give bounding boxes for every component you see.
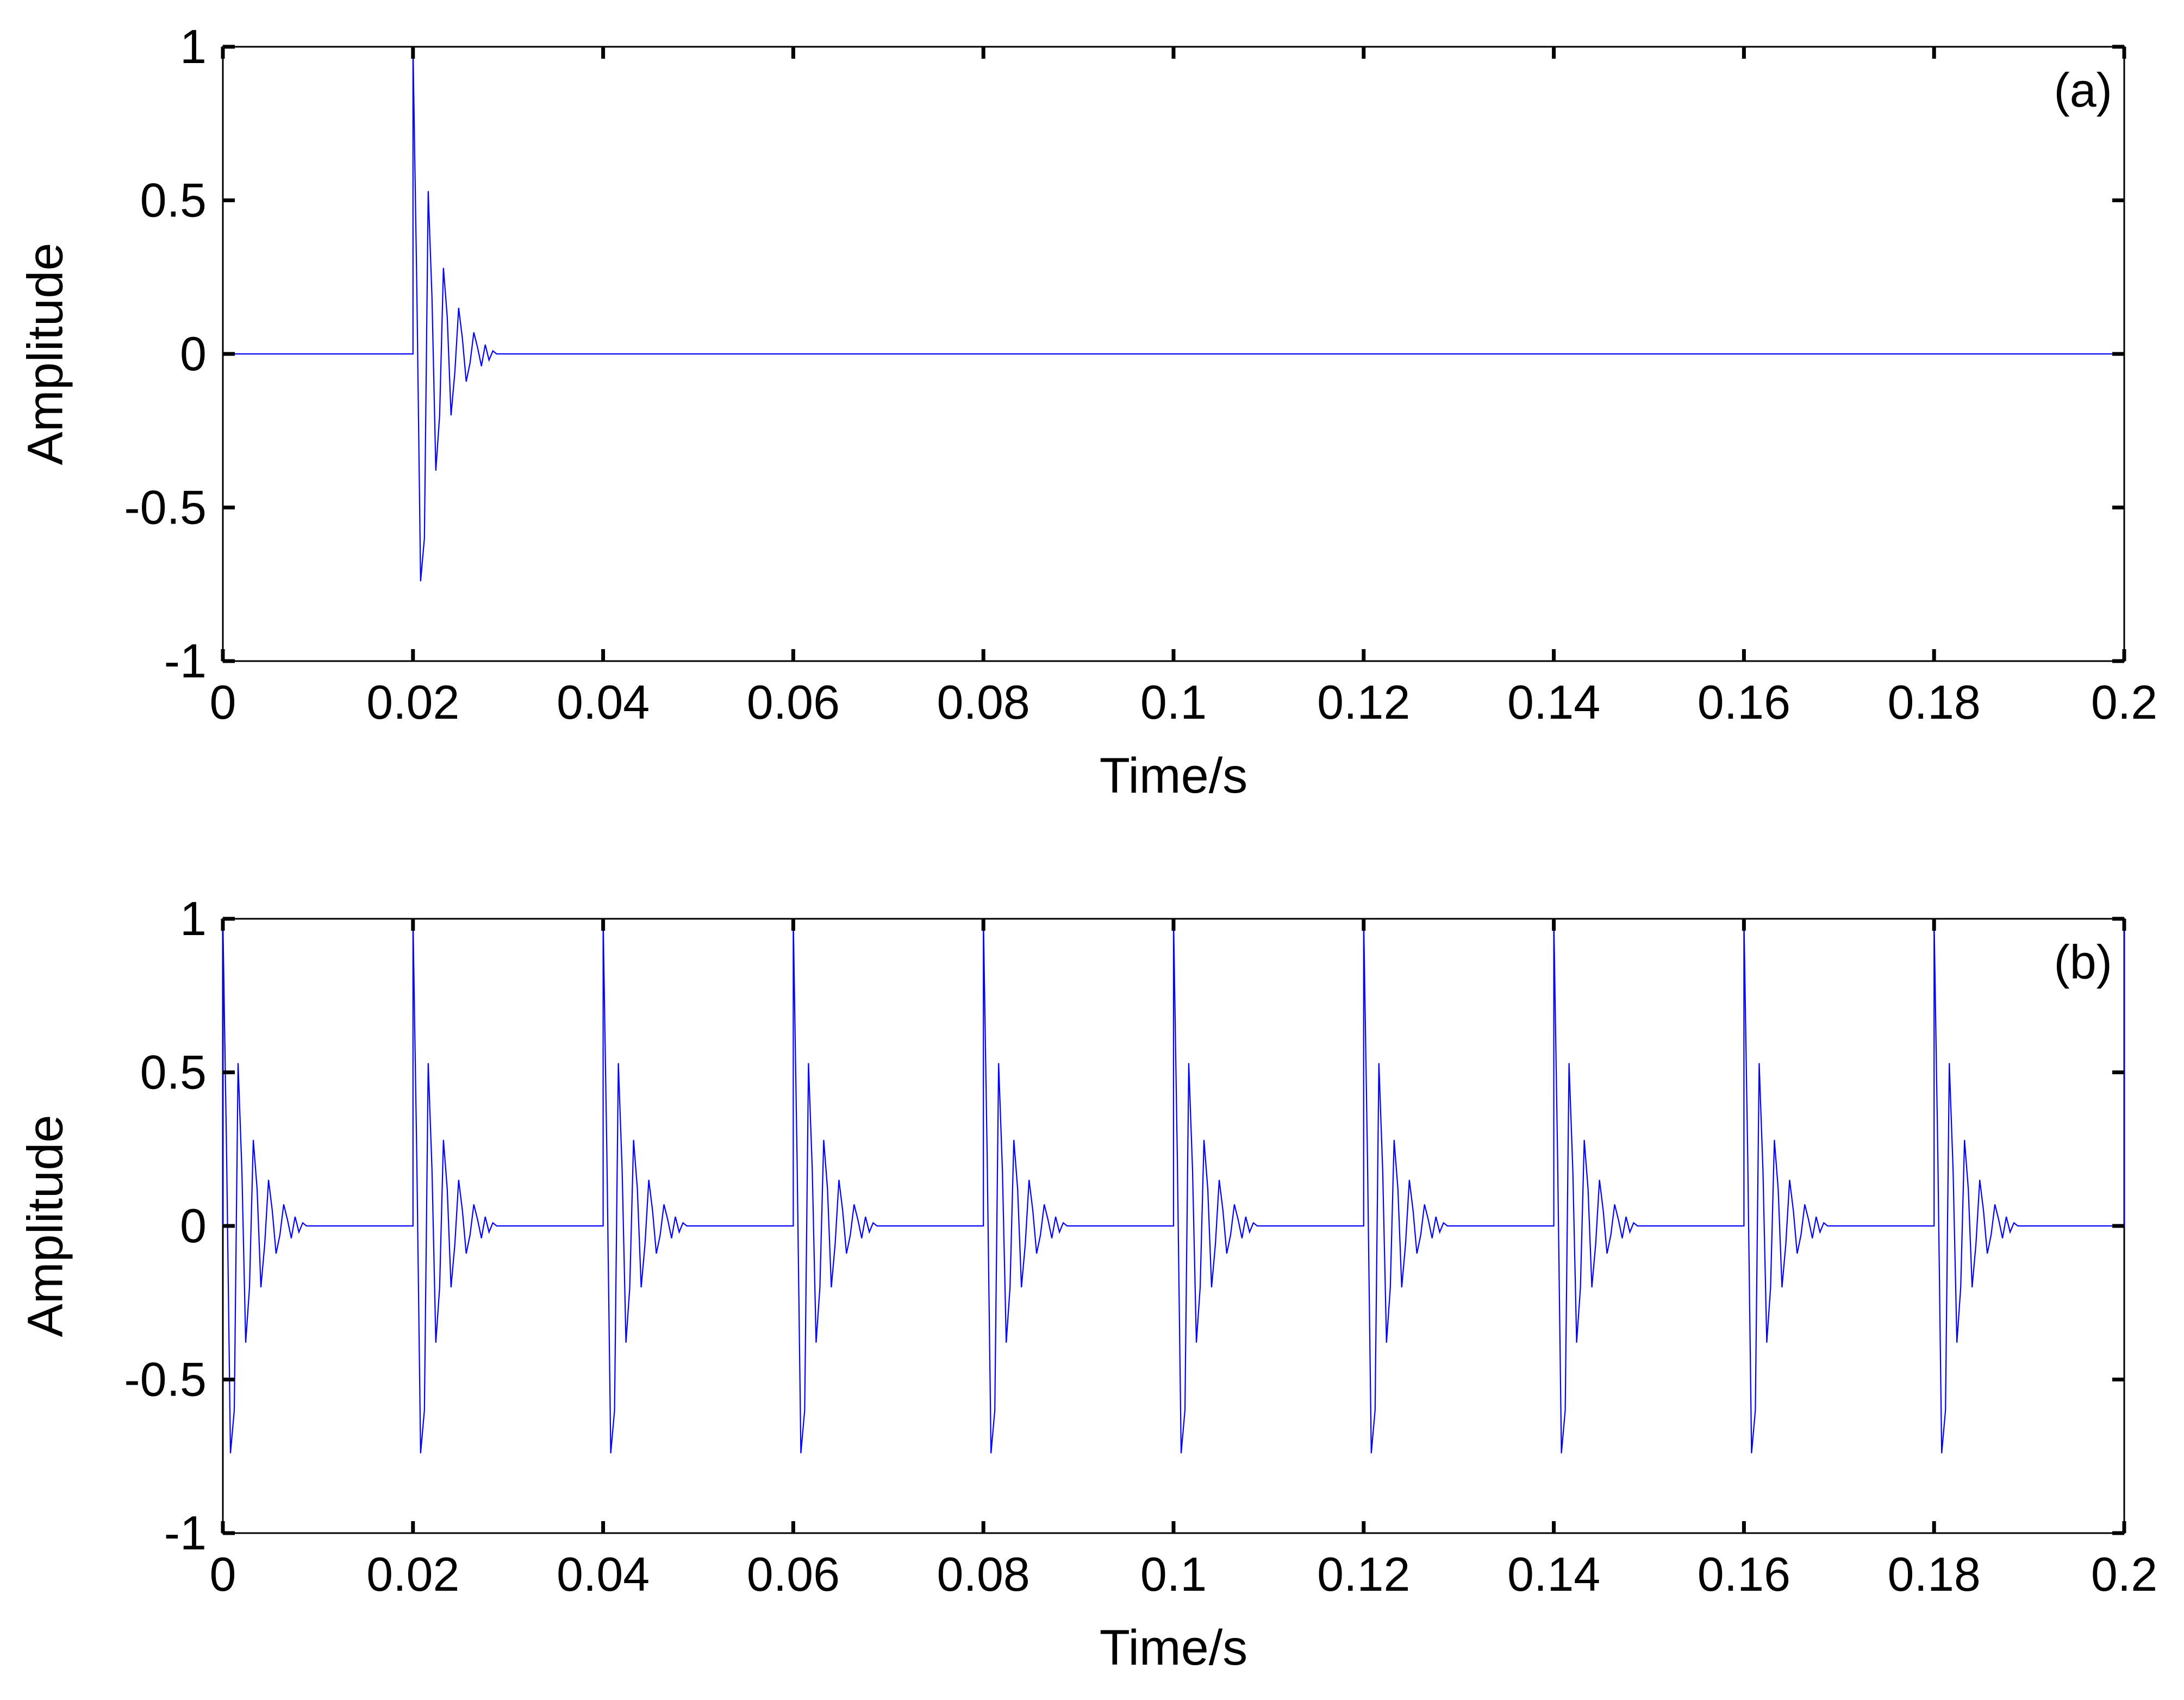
panel-a-ytick-label: -0.5 (124, 481, 207, 534)
panel-b-xtick-label: 0.04 (557, 1547, 650, 1601)
panel-a-ytick-label: 0 (180, 327, 207, 381)
panel-a-xtick-label: 0.02 (366, 675, 459, 729)
panel-a-x-axis-label: Time/s (1100, 748, 1248, 804)
panel-b-panel-label: (b) (2054, 935, 2112, 989)
panel-b-xtick-label: 0.18 (1888, 1547, 1981, 1601)
panel-a-xtick-label: 0.16 (1698, 675, 1790, 729)
panel-a-xtick-label: 0.14 (1507, 675, 1600, 729)
panel-b-ytick-label: 1 (180, 892, 207, 945)
panel-b-xtick-label: 0.12 (1317, 1547, 1410, 1601)
panel-a-xtick-label: 0.06 (747, 675, 840, 729)
panel-a-ytick-label: 1 (180, 20, 207, 73)
panel-a-xtick-label: 0.08 (937, 675, 1030, 729)
panel-a-xtick-label: 0.04 (557, 675, 650, 729)
panel-a-xtick-label: 0.2 (2091, 675, 2157, 729)
panel-b-xtick-label: 0.02 (366, 1547, 459, 1601)
panel-a-xtick-label: 0.1 (1140, 675, 1207, 729)
panel-b-xtick-label: 0.14 (1507, 1547, 1600, 1601)
panel-b-xtick-label: 0.16 (1698, 1547, 1790, 1601)
panel-a-series-line-0 (223, 46, 2124, 582)
panel-b-series-line-0 (222, 918, 2125, 1454)
panel-a-xtick-label: 0.12 (1317, 675, 1410, 729)
panel-b-ytick-label: -1 (164, 1506, 207, 1560)
panel-b-y-axis-label: Amplitude (17, 1114, 73, 1337)
panel-b-x-axis-label: Time/s (1100, 1620, 1248, 1676)
panel-b-xtick-label: 0.2 (2091, 1547, 2157, 1601)
panel-b-xtick-label: 0.1 (1140, 1547, 1207, 1601)
panel-a-y-axis-label: Amplitude (17, 242, 73, 465)
panel-b-ytick-label: -0.5 (124, 1353, 207, 1406)
panel-b-ytick-label: 0.5 (140, 1045, 207, 1099)
panel-a-ytick-label: -1 (164, 634, 207, 688)
panel-b-xtick-label: 0.06 (747, 1547, 840, 1601)
panel-b-xtick-label: 0.08 (937, 1547, 1030, 1601)
panel-b-ytick-label: 0 (180, 1199, 207, 1253)
panel-a-xtick-label: 0 (210, 675, 236, 729)
panel-a-panel-label: (a) (2054, 63, 2112, 117)
panel-b-xtick-label: 0 (210, 1547, 236, 1601)
panel-a-ytick-label: 0.5 (140, 173, 207, 227)
panel-a-xtick-label: 0.18 (1888, 675, 1981, 729)
